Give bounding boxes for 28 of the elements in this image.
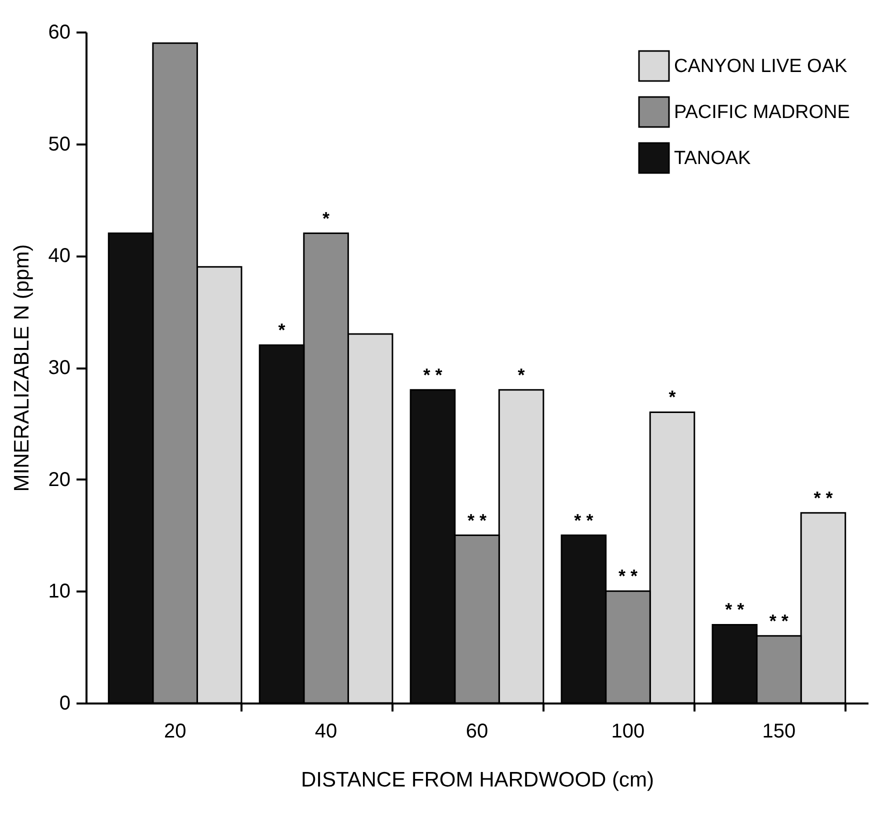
data-label: * * [574, 510, 594, 530]
x-tick-label: 150 [762, 720, 796, 742]
x-tick-label: 20 [164, 720, 186, 742]
x-tick-label: 100 [611, 720, 645, 742]
x-tick-label: 60 [466, 720, 488, 742]
y-tick-label: 20 [48, 468, 70, 491]
y-tick-label: 40 [48, 245, 70, 268]
legend-label: TANOAK [674, 148, 752, 169]
data-label: * [322, 208, 330, 228]
data-label: * * [725, 600, 744, 620]
x-axis-title: DISTANCE FROM HARDWOOD (cm) [300, 768, 654, 792]
data-label: * * [423, 364, 442, 385]
y-tick-label: 0 [59, 692, 70, 714]
data-label: * * [769, 610, 788, 631]
legend-label: CANYON LIVE OAK [674, 56, 848, 77]
data-label: * * [467, 510, 487, 530]
y-tick-label: 50 [48, 133, 70, 156]
data-label: * [278, 320, 286, 340]
data-label: * [668, 387, 676, 408]
y-tick-label: 60 [48, 22, 70, 44]
legend-label: PACIFIC MADRONE [674, 102, 850, 123]
data-label: * * [618, 566, 638, 586]
x-tick-label: 40 [314, 720, 338, 742]
y-tick-label: 30 [48, 357, 70, 379]
data-label: * * [814, 488, 833, 508]
y-tick-label: 10 [48, 580, 70, 603]
data-label: * [518, 364, 525, 385]
y-axis-title: MINERALIZABLE N (ppm) [10, 244, 34, 492]
